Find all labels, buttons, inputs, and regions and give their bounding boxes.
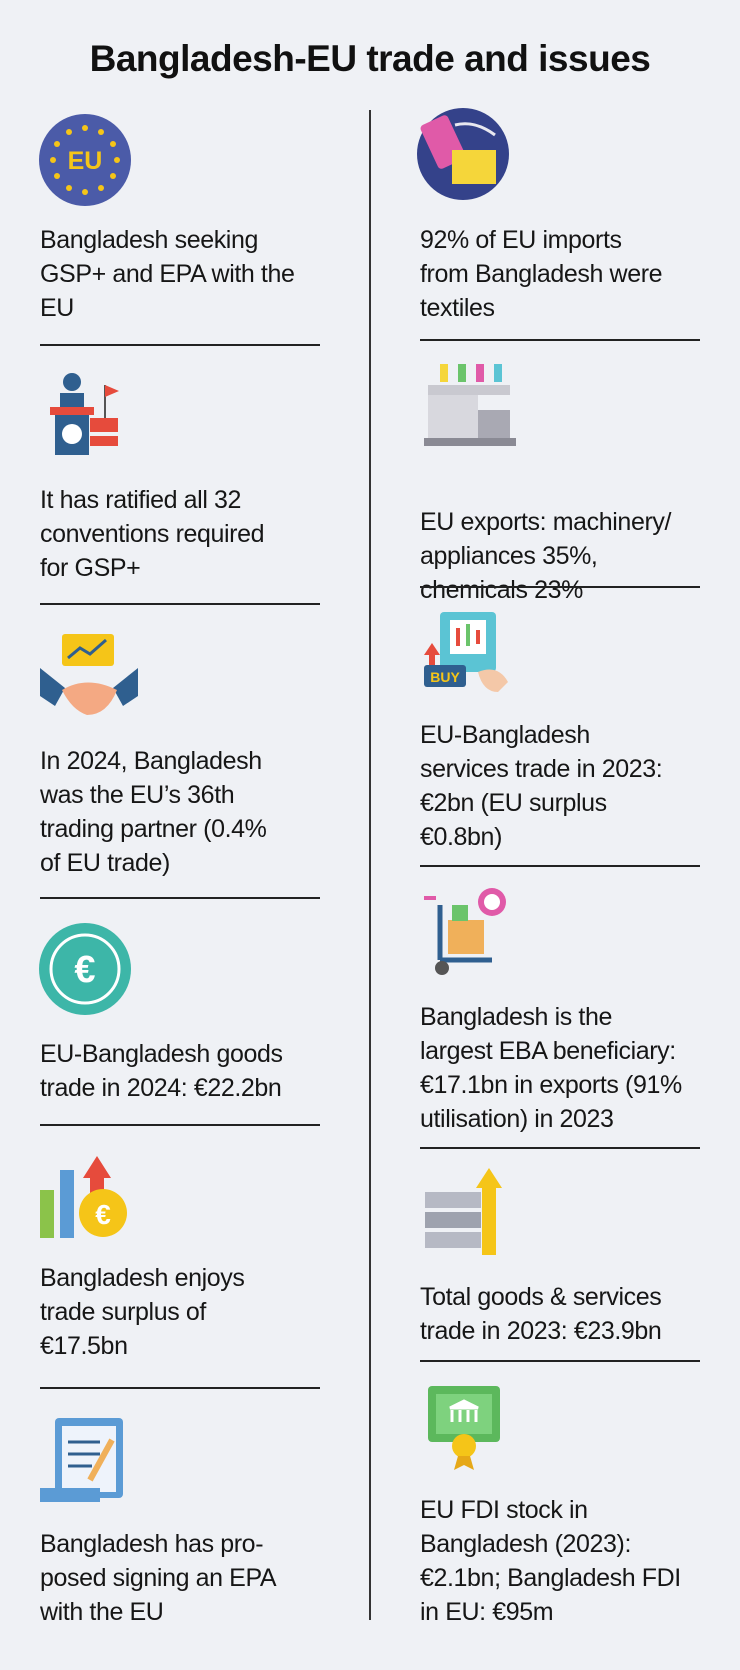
text-line: EU (40, 294, 74, 322)
text-line: €17.5bn (40, 1332, 128, 1360)
eu-label: EU (68, 147, 103, 175)
item-text: 92% of EU imports from Bangladesh were tex… (420, 223, 663, 325)
item-text: In 2024, Bangladesh was the EU’s 36th trad… (40, 744, 267, 880)
text-line: EU exports: machinery/ (420, 508, 672, 536)
text-line: trade in 2023: €23.9bn (420, 1317, 662, 1345)
divider (369, 110, 371, 1620)
separator (40, 897, 320, 899)
item-text: Bangladesh enjoys trade surplus of €17.5bn (40, 1261, 245, 1363)
eu-icon: EU (39, 114, 131, 206)
text-line: GSP+ and EPA with the (40, 260, 295, 288)
text-line: from Bangladesh were (420, 260, 663, 288)
text-line: Bangladesh has pro- (40, 1530, 264, 1558)
item-text: EU FDI stock in Bangladesh (2023): €2.1bn;… (420, 1493, 681, 1629)
text-line: conventions required (40, 520, 265, 548)
euro-label: € (74, 949, 95, 991)
text-line: posed signing an EPA (40, 1564, 277, 1592)
item-text: Total goods & services trade in 2023: €23… (420, 1280, 662, 1348)
text-line: €17.1bn in exports (91% (420, 1071, 682, 1099)
text-line: trade in 2024: €22.2bn (40, 1074, 282, 1102)
text-line: 92% of EU imports (420, 226, 622, 254)
separator (420, 1360, 700, 1362)
separator (40, 344, 320, 346)
text-line: Bangladesh seeking (40, 226, 258, 254)
text-line: €0.8bn) (420, 823, 502, 851)
item-text: Bangladesh has pro-posed signing an EPA w… (40, 1527, 277, 1629)
certificate-icon (428, 1386, 500, 1470)
text-line: utilisation) in 2023 (420, 1105, 614, 1133)
text-line: largest EBA beneficiary: (420, 1037, 676, 1065)
buy-label: BUY (430, 669, 460, 685)
separator (420, 339, 700, 341)
coin-label: € (95, 1199, 111, 1230)
item-text: It has ratified all 32 conventions requir… (40, 483, 264, 585)
text-line: textiles (420, 294, 495, 322)
item-text: Bangladesh seeking GSP+ and EPA with the E… (40, 223, 295, 325)
podium-icon (50, 373, 119, 455)
text-line: Bangladesh (2023): (420, 1530, 632, 1558)
item-text: EU exports: machinery/appliances 35%, che… (420, 505, 671, 607)
text-line: Bangladesh enjoys (40, 1264, 245, 1292)
trolley-icon (424, 888, 506, 975)
text-line: for GSP+ (40, 554, 141, 582)
separator (40, 1387, 320, 1389)
text-line: trade surplus of (40, 1298, 206, 1326)
text-line: Bangladesh is the (420, 1003, 612, 1031)
text-line: It has ratified all 32 (40, 486, 242, 514)
text-line: EU FDI stock in (420, 1496, 588, 1524)
separator (420, 586, 700, 588)
text-line: chemicals 23% (420, 576, 583, 604)
item-text: Bangladesh is the largest EBA beneficiary… (420, 1000, 682, 1136)
handshake-icon (40, 634, 138, 715)
text-line: €2bn (EU surplus (420, 789, 607, 817)
text-line: In 2024, Bangladesh (40, 747, 262, 775)
title: Bangladesh-EU trade and issues (89, 38, 651, 79)
buy-icon: BUY (424, 612, 508, 692)
separator (40, 603, 320, 605)
text-line: of EU trade) (40, 849, 170, 877)
machine-icon (424, 364, 516, 446)
item-text: EU-Bangladesh goods trade in 2024: €22.2b… (40, 1037, 283, 1105)
text-line: €2.1bn; Bangladesh FDI (420, 1564, 681, 1592)
server-icon (425, 1168, 502, 1255)
item-text: EU-Bangladesh services trade in 2023: €2bn… (420, 718, 663, 854)
euro-icon: € (39, 923, 131, 1015)
text-line: EU-Bangladesh (420, 721, 590, 749)
separator (420, 865, 700, 867)
text-line: Total goods & services (420, 1283, 662, 1311)
text-line: was the EU’s 36th (40, 781, 235, 809)
text-line: with the EU (40, 1598, 164, 1626)
text-line: EU-Bangladesh goods (40, 1040, 283, 1068)
text-line: in EU: €95m (420, 1598, 554, 1626)
surplus-icon: € (40, 1156, 127, 1238)
textile-icon (417, 108, 509, 200)
separator (40, 1124, 320, 1126)
text-line: services trade in 2023: (420, 755, 663, 783)
text-line: trading partner (0.4% (40, 815, 267, 843)
separator (420, 1147, 700, 1149)
document-icon (40, 1418, 123, 1502)
text-line: appliances 35%, (420, 542, 598, 570)
